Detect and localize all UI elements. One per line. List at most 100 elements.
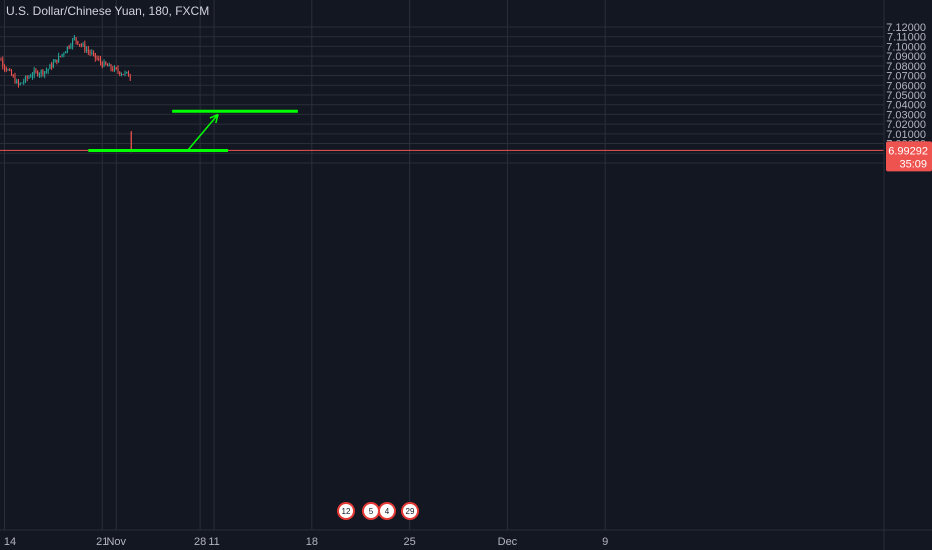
candle-body[interactable] <box>126 72 128 74</box>
time-tick-label: Nov <box>106 536 126 548</box>
candle-body[interactable] <box>61 54 63 57</box>
symbol-legend: U.S. Dollar/Chinese Yuan, 180, FXCM <box>6 4 209 18</box>
candle-body[interactable] <box>10 70 13 76</box>
candle-body[interactable] <box>115 67 117 69</box>
candle-body[interactable] <box>31 74 33 77</box>
event-marker[interactable]: 4 <box>378 502 396 520</box>
candle-body[interactable] <box>96 57 98 59</box>
arrow-drawing[interactable] <box>187 113 219 151</box>
candle-body[interactable] <box>38 73 40 76</box>
candle-body[interactable] <box>101 62 103 67</box>
drawing-layer[interactable] <box>88 109 298 153</box>
candle-body[interactable] <box>124 72 126 75</box>
price-tick-label: 7.05000 <box>886 90 926 102</box>
candle-body[interactable] <box>79 44 81 46</box>
event-marker[interactable]: 12 <box>337 502 355 520</box>
candle-body[interactable] <box>12 75 14 77</box>
candle-body[interactable] <box>68 46 70 48</box>
candle-body[interactable] <box>2 60 4 66</box>
candle-body[interactable] <box>30 76 32 78</box>
candle-body[interactable] <box>66 46 68 52</box>
candle-body[interactable] <box>72 39 74 46</box>
time-tick-label: 25 <box>404 536 416 548</box>
candle-body[interactable] <box>113 67 116 71</box>
candle-body[interactable] <box>42 70 44 75</box>
candle-body[interactable] <box>45 70 47 72</box>
candle-body[interactable] <box>14 76 16 83</box>
price-tick-label: 7.10000 <box>886 41 926 53</box>
price-tick-label: 7.07000 <box>886 71 926 83</box>
candle-body[interactable] <box>28 76 30 79</box>
candle-body[interactable] <box>103 61 105 67</box>
candle-body[interactable] <box>130 131 132 151</box>
candle-body[interactable] <box>87 49 89 52</box>
candle-body[interactable] <box>73 37 75 40</box>
candle-body[interactable] <box>127 72 130 77</box>
flag-event-icon <box>378 502 396 520</box>
candle-body[interactable] <box>112 68 114 71</box>
candle-body[interactable] <box>98 58 100 60</box>
candle-body[interactable] <box>26 76 28 79</box>
candle-body[interactable] <box>37 71 39 76</box>
price-axis[interactable]: 7.120007.110007.100007.090007.080007.070… <box>884 0 932 550</box>
legend-text: U.S. Dollar/Chinese Yuan, 180, FXCM <box>6 4 210 18</box>
event-marker[interactable]: 29 <box>401 502 419 520</box>
bar-countdown: 35:09 <box>899 158 927 170</box>
candle-body[interactable] <box>91 52 93 54</box>
candle-body[interactable] <box>9 69 11 71</box>
candle-body[interactable] <box>94 53 96 58</box>
candle-body[interactable] <box>122 73 124 75</box>
time-tick-label: 21 <box>96 536 108 548</box>
candle-body[interactable] <box>16 80 18 83</box>
candle-body[interactable] <box>47 69 49 71</box>
candle-body[interactable] <box>106 64 109 67</box>
candle-body[interactable] <box>100 59 102 63</box>
candle-body[interactable] <box>24 76 26 82</box>
candle-body[interactable] <box>119 71 121 75</box>
candle-body[interactable] <box>0 59 2 61</box>
candle-body[interactable] <box>65 51 67 54</box>
candle-body[interactable] <box>52 62 54 68</box>
candlestick-series[interactable] <box>0 34 132 153</box>
candle-body[interactable] <box>17 80 20 85</box>
candle-body[interactable] <box>35 70 37 72</box>
candle-body[interactable] <box>75 37 77 42</box>
candle-body[interactable] <box>51 64 53 68</box>
candle-body[interactable] <box>58 56 60 63</box>
candle-body[interactable] <box>33 70 35 75</box>
candle-body[interactable] <box>23 81 25 83</box>
candle-body[interactable] <box>21 82 23 84</box>
candle-body[interactable] <box>108 64 110 67</box>
candle-body[interactable] <box>93 52 95 54</box>
candle-body[interactable] <box>5 68 7 71</box>
candle-body[interactable] <box>70 45 72 48</box>
time-tick-label: 11 <box>208 536 219 548</box>
candle-body[interactable] <box>63 53 65 55</box>
candle-body[interactable] <box>3 65 6 69</box>
candle-body[interactable] <box>110 64 112 69</box>
candle-body[interactable] <box>19 82 21 85</box>
candle-body[interactable] <box>54 59 56 63</box>
candle-body[interactable] <box>44 71 46 75</box>
candle-body[interactable] <box>84 44 86 51</box>
candle-body[interactable] <box>49 64 51 70</box>
event-marker[interactable]: 5 <box>362 502 380 520</box>
candle-body[interactable] <box>59 56 61 58</box>
event-markers[interactable]: 12 5 4 29 <box>337 502 419 520</box>
candle-body[interactable] <box>7 69 9 71</box>
candle-body[interactable] <box>80 44 82 46</box>
candle-body[interactable] <box>86 49 88 51</box>
candle-body[interactable] <box>40 70 42 74</box>
price-tick-label: 7.01000 <box>886 129 926 141</box>
candle-body[interactable] <box>129 76 131 78</box>
candle-body[interactable] <box>82 44 84 46</box>
candle-body[interactable] <box>120 73 123 75</box>
candle-body[interactable] <box>77 41 79 45</box>
candle-body[interactable] <box>117 68 119 72</box>
candle-body[interactable] <box>89 51 91 54</box>
candle-body[interactable] <box>56 59 58 63</box>
candle-body[interactable] <box>105 61 107 65</box>
